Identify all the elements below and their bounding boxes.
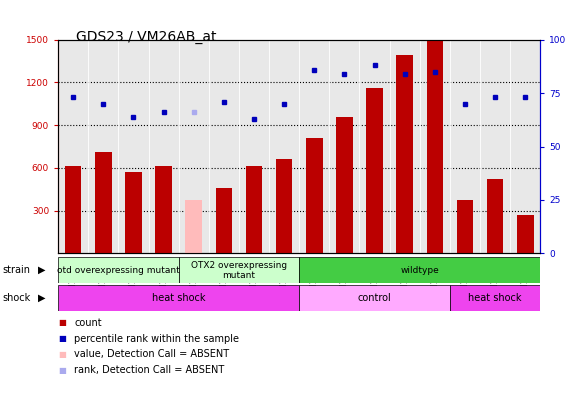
Bar (336, 117, 353, 253)
Bar (299, 285, 450, 311)
Bar (65, 166, 81, 253)
Bar (185, 200, 202, 253)
Text: ■: ■ (58, 366, 66, 375)
Bar (246, 166, 262, 253)
Text: rank, Detection Call = ABSENT: rank, Detection Call = ABSENT (74, 365, 225, 375)
Text: heat shock: heat shock (152, 293, 206, 303)
Bar (125, 172, 142, 253)
Bar (58, 285, 299, 311)
Bar (396, 55, 413, 253)
Text: percentile rank within the sample: percentile rank within the sample (74, 333, 239, 344)
Text: count: count (74, 318, 102, 328)
Bar (426, 41, 443, 253)
Text: ■: ■ (58, 350, 66, 359)
Text: strain: strain (3, 265, 31, 275)
Text: GDS23 / VM26AB_at: GDS23 / VM26AB_at (76, 30, 216, 44)
Text: wildtype: wildtype (400, 266, 439, 275)
Bar (457, 200, 474, 253)
Bar (487, 179, 503, 253)
Text: ▶: ▶ (38, 293, 45, 303)
Bar (306, 138, 322, 253)
Bar (95, 152, 112, 253)
Text: ▶: ▶ (38, 265, 45, 275)
Bar (155, 166, 172, 253)
Bar (450, 285, 540, 311)
Bar (58, 257, 178, 283)
Bar (178, 257, 299, 283)
Text: OTX2 overexpressing
mutant: OTX2 overexpressing mutant (191, 261, 287, 280)
Bar (276, 159, 292, 253)
Text: control: control (358, 293, 392, 303)
Text: value, Detection Call = ABSENT: value, Detection Call = ABSENT (74, 349, 229, 360)
Bar (216, 188, 232, 253)
Bar (517, 215, 533, 253)
Text: shock: shock (3, 293, 31, 303)
Text: ■: ■ (58, 334, 66, 343)
Bar (299, 257, 540, 283)
Text: heat shock: heat shock (468, 293, 522, 303)
Text: ■: ■ (58, 318, 66, 327)
Text: otd overexpressing mutant: otd overexpressing mutant (57, 266, 180, 275)
Bar (366, 88, 383, 253)
